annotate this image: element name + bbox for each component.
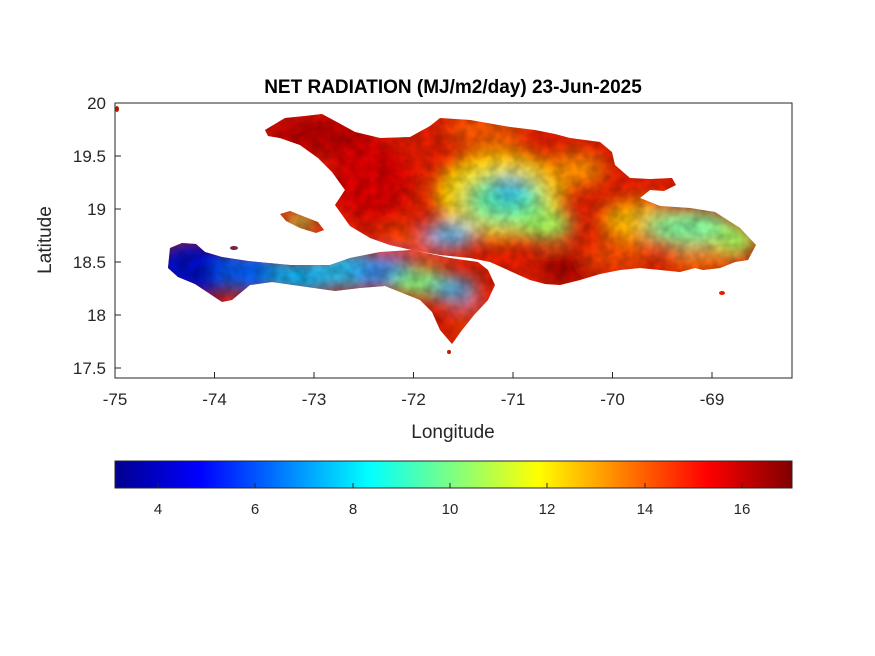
chart-title: NET RADIATION (MJ/m2/day) 23-Jun-2025 (264, 77, 642, 98)
x-tick-label: -72 (401, 390, 426, 409)
x-tick-label: -69 (700, 390, 725, 409)
x-tick-label: -75 (103, 390, 128, 409)
y-tick-label: 20 (87, 94, 106, 113)
y-axis: 20 19.5 19 18.5 18 17.5 (73, 94, 121, 378)
x-tick-label: -74 (202, 390, 227, 409)
x-axis-label: Longitude (411, 422, 494, 443)
colorbar-tick-label: 10 (442, 501, 459, 518)
y-axis-label: Latitude (35, 206, 56, 274)
colorbar-tick-label: 6 (251, 501, 259, 518)
x-tick-label: -73 (302, 390, 327, 409)
colorbar-tick-label: 4 (154, 501, 162, 518)
y-tick-label: 19 (87, 200, 106, 219)
colorbar-tick-label: 14 (637, 501, 654, 518)
y-tick-label: 18 (87, 306, 106, 325)
x-tick-label: -71 (501, 390, 526, 409)
y-tick-label: 17.5 (73, 359, 106, 378)
y-tick-label: 19.5 (73, 147, 106, 166)
y-tick-label: 18.5 (73, 253, 106, 272)
x-tick-label: -70 (600, 390, 625, 409)
colorbar-ticks: 4 6 8 10 12 14 16 (154, 483, 751, 518)
colorbar-tick-label: 8 (349, 501, 357, 518)
colorbar-tick-label: 16 (734, 501, 751, 518)
colorbar-tick-label: 12 (539, 501, 556, 518)
x-axis: -75 -74 -73 -72 -71 -70 -69 (103, 372, 725, 409)
colorbar (114, 460, 793, 489)
